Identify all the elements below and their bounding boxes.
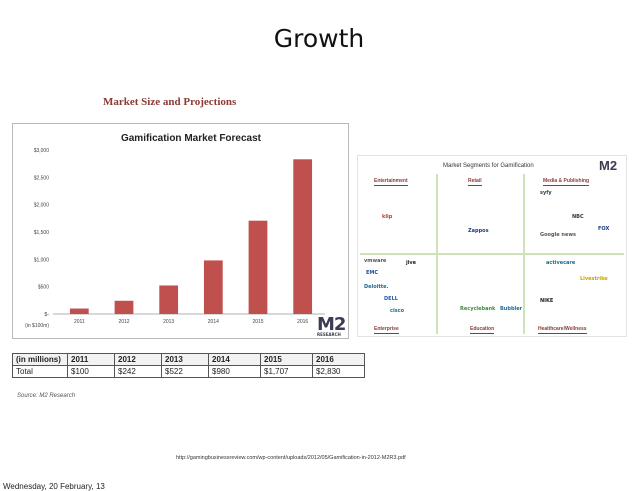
segment-heading: Education bbox=[470, 326, 495, 334]
table-header-cell: 2012 bbox=[114, 353, 162, 366]
table-header-cell: 2014 bbox=[208, 353, 261, 366]
table-header-cell: 2015 bbox=[260, 353, 313, 366]
table-header-cell: 2016 bbox=[312, 353, 365, 366]
chart-title: Gamification Market Forecast bbox=[121, 133, 262, 144]
x-tick-label: 2012 bbox=[118, 319, 129, 325]
table-cell: $1,707 bbox=[260, 365, 313, 378]
company-logo: Recyclebank bbox=[460, 306, 496, 312]
x-tick-label: 2015 bbox=[252, 319, 263, 325]
company-logo: cisco bbox=[390, 308, 405, 314]
segment-divider-horizontal bbox=[360, 253, 624, 255]
company-logo: klip bbox=[382, 214, 393, 220]
company-logo: jive bbox=[406, 260, 417, 266]
segment-heading: Enterprise bbox=[374, 326, 399, 334]
table-header-cell: 2013 bbox=[161, 353, 209, 366]
table-header-cell: (in millions) bbox=[12, 353, 68, 366]
company-logo: FOX bbox=[598, 226, 610, 232]
segments-m2-logo: M2 bbox=[599, 158, 618, 173]
y-tick-label: $1,000 bbox=[34, 257, 50, 263]
table-cell: $980 bbox=[208, 365, 261, 378]
company-logo: EMC bbox=[366, 270, 379, 276]
y-tick-label: $2,000 bbox=[34, 203, 50, 209]
table-header-cell: 2011 bbox=[67, 353, 115, 366]
company-logo: Bubbler bbox=[500, 306, 523, 312]
table-cell: $100 bbox=[67, 365, 115, 378]
market-size-heading: Market Size and Projections bbox=[103, 96, 237, 108]
company-logo: Livestrike bbox=[580, 276, 608, 282]
company-logo: DELL bbox=[384, 296, 398, 302]
x-tick-label: 2014 bbox=[208, 319, 219, 325]
y-tick-label: $3,000 bbox=[34, 148, 50, 154]
source-note: Source: M2 Research bbox=[17, 393, 76, 399]
x-tick-label: 2011 bbox=[74, 319, 85, 325]
bar bbox=[293, 159, 313, 314]
company-logo: Zappos bbox=[468, 228, 489, 234]
market-segments-panel: Market Segments for Gamification M2 Ente… bbox=[357, 155, 627, 337]
company-logo: vmware bbox=[364, 258, 387, 264]
x-tick-label: 2016 bbox=[297, 319, 308, 325]
bar bbox=[203, 260, 223, 314]
table-header-row: (in millions) 2011 2012 2013 2014 2015 2016 bbox=[12, 353, 365, 366]
table-row-label: Total bbox=[12, 365, 68, 378]
segment-heading: Retail bbox=[468, 178, 482, 186]
slide-title: Growth bbox=[273, 24, 365, 53]
segments-title: Market Segments for Gamification bbox=[443, 163, 534, 169]
x-tick-label: 2013 bbox=[163, 319, 174, 325]
segment-divider-right bbox=[523, 174, 525, 334]
company-logo: activecare bbox=[546, 260, 576, 266]
table-row: Total $100 $242 $522 $980 $1,707 $2,830 bbox=[12, 365, 365, 378]
segment-heading: Media & Publishing bbox=[543, 178, 590, 186]
m2-research-logo: M2 RESEARCH bbox=[317, 314, 346, 337]
company-logo: Google news bbox=[540, 232, 576, 238]
market-data-table: (in millions) 2011 2012 2013 2014 2015 2016 To… bbox=[12, 353, 365, 378]
bar bbox=[159, 285, 179, 314]
bar bbox=[69, 308, 89, 314]
bar bbox=[114, 300, 134, 314]
y-tick-label: $2,500 bbox=[34, 175, 50, 181]
y-tick-label: $500 bbox=[38, 285, 49, 291]
chart-canvas: Gamification Market Forecast $- $500 $1,000… bbox=[25, 133, 325, 329]
segment-divider-left bbox=[436, 174, 438, 334]
y-unit-note: (in $100m) bbox=[25, 323, 49, 329]
footer-date: Wednesday, 20 February, 13 bbox=[3, 482, 105, 491]
y-tick-label: $- bbox=[45, 312, 50, 318]
company-logo: NIKE bbox=[540, 298, 554, 304]
bar bbox=[248, 220, 268, 314]
segment-heading: Entertainment bbox=[374, 178, 408, 186]
segment-heading: Healthcare/Wellness bbox=[538, 326, 587, 334]
company-logo: NBC bbox=[572, 214, 584, 220]
table-cell: $242 bbox=[114, 365, 162, 378]
source-url: http://gamingbusinessreview.com/wp-conte… bbox=[176, 455, 406, 461]
company-logo: syfy bbox=[540, 190, 552, 196]
table-cell: $2,830 bbox=[312, 365, 365, 378]
table-cell: $522 bbox=[161, 365, 209, 378]
y-tick-label: $1,500 bbox=[34, 230, 50, 236]
company-logo: Deloitte. bbox=[364, 284, 389, 290]
market-forecast-chart: Gamification Market Forecast $- $500 $1,000… bbox=[12, 123, 349, 339]
